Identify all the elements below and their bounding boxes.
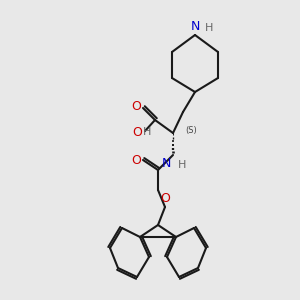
Text: O: O bbox=[160, 192, 170, 205]
Text: (S): (S) bbox=[185, 127, 197, 136]
Text: H: H bbox=[205, 23, 213, 33]
Text: O: O bbox=[132, 125, 142, 139]
Text: H: H bbox=[178, 160, 186, 170]
Text: H: H bbox=[143, 127, 152, 137]
Text: O: O bbox=[131, 100, 141, 113]
Text: N: N bbox=[162, 157, 171, 170]
Text: O: O bbox=[131, 154, 141, 166]
Text: N: N bbox=[190, 20, 200, 33]
